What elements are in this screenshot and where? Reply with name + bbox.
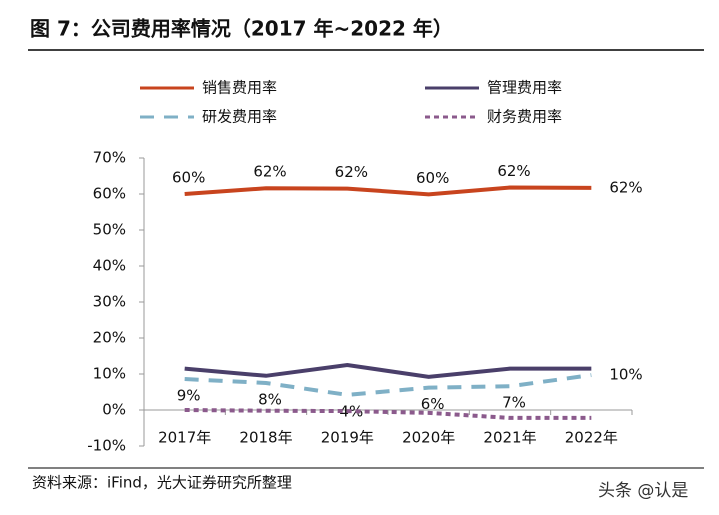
x-tick-label: 2018年 xyxy=(239,429,292,447)
series-line xyxy=(184,408,592,420)
data-label: 62% xyxy=(253,163,286,181)
watermark: 头条 @认是 xyxy=(598,481,688,501)
y-tick-label: 20% xyxy=(93,329,126,347)
y-tick-label: 0% xyxy=(102,401,126,419)
x-tick-label: 2017年 xyxy=(158,429,211,447)
legend-label: 销售费用率 xyxy=(202,79,277,97)
y-tick-label: 70% xyxy=(93,149,126,167)
data-label: 9% xyxy=(177,387,201,405)
chart-title: 图 7：公司费用率情况（2017 年~2022 年） xyxy=(30,17,453,41)
series-line xyxy=(184,185,592,197)
y-tick-label: -10% xyxy=(87,437,126,455)
data-label: 62% xyxy=(335,163,368,181)
data-label: 62% xyxy=(609,178,642,196)
data-label: 60% xyxy=(416,169,449,187)
legend-label: 财务费用率 xyxy=(487,108,562,126)
x-tick-label: 2019年 xyxy=(321,429,374,447)
legend-label: 研发费用率 xyxy=(202,108,277,126)
data-label: 62% xyxy=(497,162,530,180)
data-label: 60% xyxy=(172,169,205,187)
data-label: 8% xyxy=(258,391,282,409)
y-tick-label: 50% xyxy=(93,221,126,239)
x-tick-label: 2022年 xyxy=(565,429,618,447)
y-tick-label: 60% xyxy=(93,185,126,203)
data-label: 6% xyxy=(421,395,445,413)
legend-label: 管理费用率 xyxy=(487,79,562,97)
y-tick-label: 40% xyxy=(93,257,126,275)
x-tick-label: 2020年 xyxy=(402,429,455,447)
x-tick-label: 2021年 xyxy=(483,429,536,447)
y-tick-label: 10% xyxy=(93,365,126,383)
source: 资料来源：iFind，光大证券研究所整理 xyxy=(32,474,292,492)
data-label: 10% xyxy=(609,366,642,384)
y-tick-label: 30% xyxy=(93,293,126,311)
data-label: 7% xyxy=(502,394,526,412)
series-line xyxy=(184,373,592,397)
series-line xyxy=(184,362,592,379)
